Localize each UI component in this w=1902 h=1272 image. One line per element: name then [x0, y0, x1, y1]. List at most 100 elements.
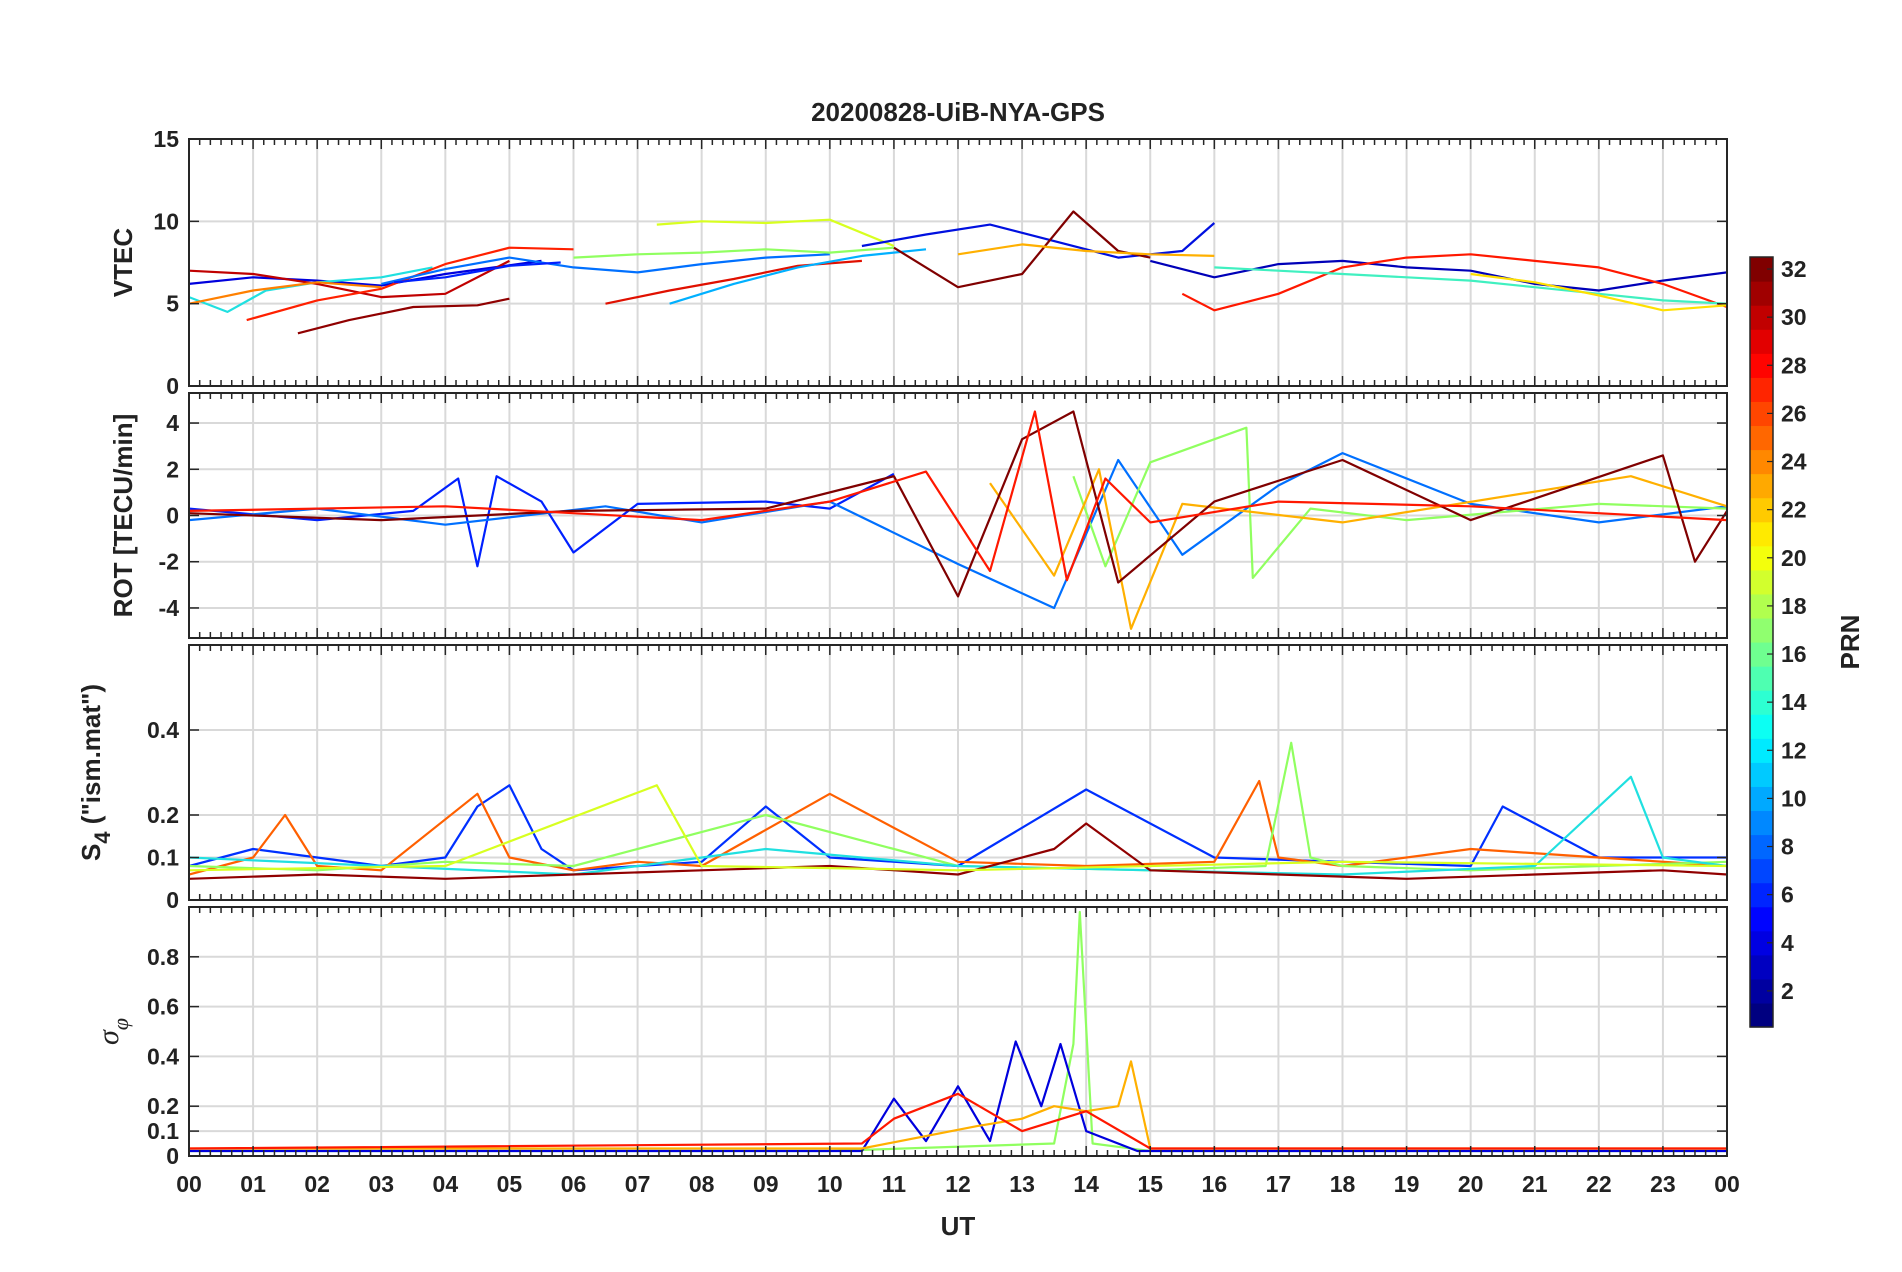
x-tick-label: 16 — [1202, 1171, 1228, 1197]
y-tick-label: 0 — [166, 887, 179, 913]
colorbar-segment — [1750, 329, 1773, 354]
chart-title: 20200828-UiB-NYA-GPS — [811, 97, 1105, 127]
series-line-prn-22 — [189, 1060, 1727, 1150]
series-line-prn-9 — [381, 253, 830, 285]
series-line-prn-20 — [1470, 272, 1727, 312]
colorbar-segment — [1750, 930, 1773, 956]
colorbar-tick-label: 4 — [1781, 930, 1794, 956]
series-line-prn-28 — [1181, 253, 1727, 312]
colorbar-segment — [1750, 305, 1773, 330]
colorbar-segment — [1750, 666, 1773, 691]
panel-frame — [188, 392, 1728, 639]
colorbar-tick-label: 26 — [1781, 400, 1807, 426]
colorbar-segment — [1750, 521, 1773, 547]
colorbar-segment — [1750, 353, 1773, 378]
y-tick-label: 4 — [166, 410, 179, 436]
x-tick-label: 19 — [1394, 1171, 1420, 1197]
colorbar-segment — [1750, 714, 1773, 739]
series-line-prn-28 — [189, 410, 1727, 582]
colorbar-segment — [1750, 569, 1773, 595]
y-tick-label: 15 — [153, 126, 179, 152]
x-tick-label: 17 — [1266, 1171, 1292, 1197]
colorbar-segment — [1750, 401, 1773, 427]
panel-s4: 0 0.1 0.2 0.4 S4 ("ism.mat") — [76, 644, 1728, 913]
series-line-prn-9 — [189, 452, 1727, 610]
x-tick-label: 11 — [882, 1171, 907, 1197]
series-line-prn-22 — [957, 243, 1215, 257]
x-tick-label: 03 — [368, 1171, 394, 1197]
colorbar-tick-label: 24 — [1781, 449, 1807, 475]
colorbar-segment — [1750, 497, 1773, 523]
colorbar-tick-label: 22 — [1781, 497, 1807, 523]
colorbar-tick-label: 30 — [1781, 304, 1807, 330]
x-tick-label: 00 — [1714, 1171, 1740, 1197]
x-tick-label: 23 — [1650, 1171, 1676, 1197]
series-line-prn-31 — [189, 822, 1727, 880]
colorbar-tick-label: 18 — [1781, 593, 1807, 619]
x-tick-labels: 00 01 02 03 04 05 06 07 08 09 10 11 12 13 14 15 16 17 18 19… — [176, 1171, 1740, 1197]
series-line-prn-17 — [573, 246, 894, 259]
panel-rot: -4 -2 0 2 4 ROT [TECU/min] — [108, 392, 1728, 639]
series-line-prn-14 — [1214, 266, 1727, 305]
x-tick-label: 12 — [945, 1171, 971, 1197]
series-line-prn-30 — [189, 259, 510, 299]
x-tick-label: 00 — [176, 1171, 202, 1197]
colorbar-segment — [1750, 858, 1773, 884]
series-line-prn-2 — [1150, 259, 1727, 292]
series-line-prn-3 — [189, 259, 542, 287]
colorbar-tick-label: 16 — [1781, 641, 1807, 667]
colorbar-segment — [1750, 810, 1773, 836]
series-line-prn-31 — [297, 297, 510, 335]
colorbar-tick-label: 6 — [1781, 882, 1794, 908]
x-tick-label: 20 — [1458, 1171, 1484, 1197]
colorbar-segment — [1750, 281, 1773, 306]
x-tick-label: 09 — [753, 1171, 779, 1197]
colorbar-segment — [1750, 473, 1773, 499]
panel-vtec: 0 5 10 15 VTEC — [108, 126, 1728, 399]
x-tick-label: 06 — [561, 1171, 587, 1197]
y-axis-label: S4 ("ism.mat") — [76, 684, 115, 861]
y-tick-label: 0 — [166, 373, 179, 399]
x-tick-label: 02 — [304, 1171, 330, 1197]
y-axis-label: ROT [TECU/min] — [108, 414, 138, 618]
x-tick-label: 04 — [433, 1171, 459, 1197]
colorbar-segment — [1750, 690, 1773, 715]
series-line-prn-32 — [189, 410, 1727, 598]
x-tick-label: 18 — [1330, 1171, 1356, 1197]
series-group — [189, 210, 1727, 335]
x-tick-label: 07 — [625, 1171, 651, 1197]
x-tick-label: 14 — [1073, 1171, 1099, 1197]
colorbar-segment — [1750, 954, 1773, 980]
colorbar-segment — [1750, 786, 1773, 812]
colorbar-segment — [1750, 762, 1773, 787]
colorbar-label: PRN — [1835, 615, 1865, 670]
x-tick-label: 10 — [817, 1171, 843, 1197]
x-axis-label: UT — [941, 1211, 976, 1241]
y-tick-label: 0.8 — [147, 944, 179, 970]
series-group — [189, 910, 1727, 1153]
y-tick-label: 0 — [166, 1143, 179, 1169]
series-line-prn-25 — [189, 779, 1727, 876]
series-line-prn-5 — [393, 261, 561, 284]
x-tick-label: 08 — [689, 1171, 715, 1197]
panel-frame — [188, 138, 1728, 387]
colorbar-segment — [1750, 882, 1773, 908]
y-tick-label: 0.2 — [147, 802, 179, 828]
y-tick-label: 0.1 — [147, 845, 179, 871]
colorbar-segment — [1750, 906, 1773, 932]
colorbar-segment — [1750, 617, 1773, 643]
series-line-prn-19 — [189, 784, 1727, 872]
y-tick-label: 0.2 — [147, 1093, 179, 1119]
x-tick-label: 13 — [1009, 1171, 1035, 1197]
x-tick-label: 21 — [1522, 1171, 1548, 1197]
y-axis-label: VTEC — [108, 228, 138, 298]
colorbar-segment — [1750, 425, 1773, 451]
y-tick-label: -2 — [159, 549, 179, 575]
colorbar-segment — [1750, 593, 1773, 619]
colorbar-segment — [1750, 449, 1773, 475]
series-line-prn-17 — [189, 910, 1727, 1153]
y-tick-label: 0.4 — [147, 717, 179, 743]
series-line-prn-24 — [189, 281, 382, 305]
